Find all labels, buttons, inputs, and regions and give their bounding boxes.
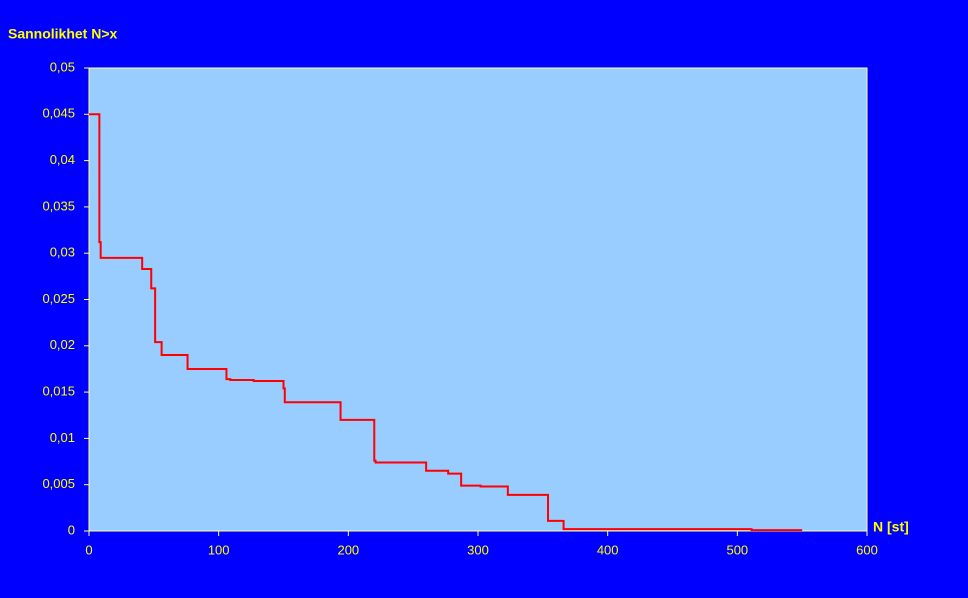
x-tick-label: 0 (85, 542, 92, 557)
chart-title: Sannolikhet N>x (8, 26, 118, 42)
step-line (89, 113, 803, 532)
y-tick-label: 0,015 (42, 384, 75, 399)
y-tick-label: 0 (68, 522, 75, 537)
x-axis-label: N [st] (873, 519, 909, 535)
y-tick-label: 0,025 (42, 291, 75, 306)
x-tick-label: 400 (597, 542, 619, 557)
x-tick-label: 100 (208, 542, 230, 557)
y-tick-label: 0,04 (50, 152, 75, 167)
y-tick-label: 0,03 (50, 245, 75, 260)
y-tick-label: 0,05 (50, 59, 75, 74)
y-tick-label: 0,02 (50, 337, 75, 352)
y-tick-label: 0,005 (42, 476, 75, 491)
plot-area (88, 67, 868, 532)
x-tick-label: 600 (856, 542, 878, 557)
x-tick-label: 300 (467, 542, 489, 557)
x-tick-label: 500 (726, 542, 748, 557)
y-tick-label: 0,035 (42, 198, 75, 213)
y-tick-label: 0,01 (50, 430, 75, 445)
y-tick-label: 0,045 (42, 106, 75, 121)
x-tick-label: 200 (337, 542, 359, 557)
